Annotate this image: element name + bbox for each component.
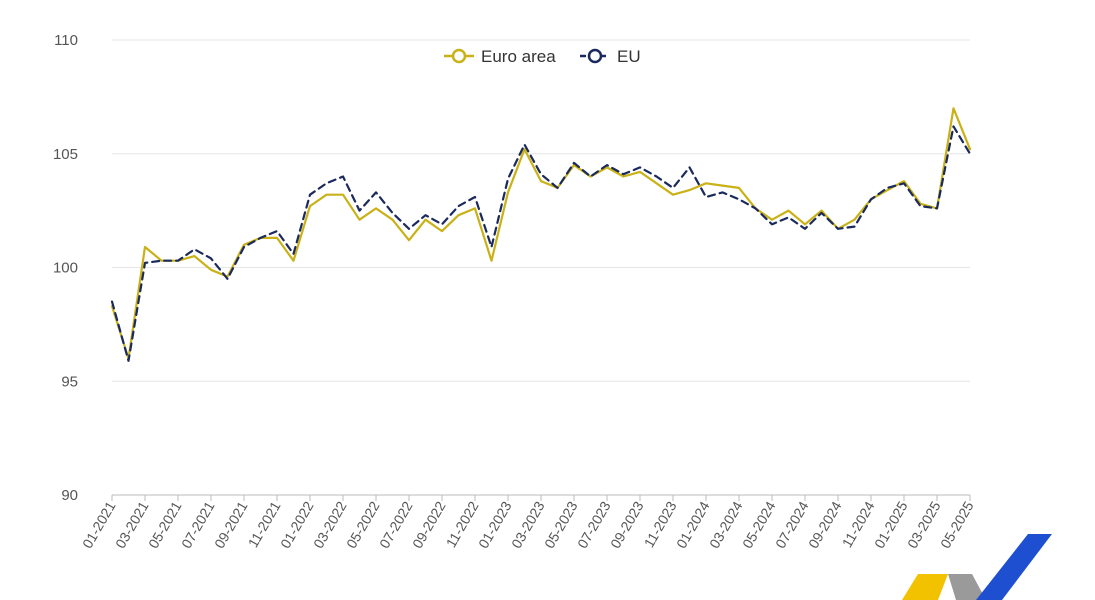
data-point[interactable]	[670, 185, 676, 191]
data-point[interactable]	[357, 217, 363, 223]
data-point[interactable]	[967, 151, 973, 157]
data-point[interactable]	[604, 162, 610, 168]
data-point[interactable]	[373, 189, 379, 195]
data-point[interactable]	[241, 244, 247, 250]
data-point[interactable]	[439, 228, 445, 234]
data-point[interactable]	[687, 164, 693, 170]
y-tick-label: 100	[53, 260, 78, 277]
logo-blue-shape	[976, 534, 1052, 600]
y-tick-label: 110	[54, 32, 78, 49]
series-lines	[109, 105, 973, 364]
data-point[interactable]	[208, 255, 214, 261]
data-point[interactable]	[703, 194, 709, 200]
data-point[interactable]	[406, 226, 412, 232]
legend-item-euro-area[interactable]: Euro area	[444, 47, 556, 66]
data-point[interactable]	[307, 192, 313, 198]
legend-item-eu[interactable]: EU	[580, 47, 641, 66]
data-point[interactable]	[274, 228, 280, 234]
data-point[interactable]	[390, 217, 396, 223]
data-point[interactable]	[703, 180, 709, 186]
data-point[interactable]	[786, 208, 792, 214]
data-point[interactable]	[786, 214, 792, 220]
data-point[interactable]	[505, 176, 511, 182]
data-point[interactable]	[835, 226, 841, 232]
data-point[interactable]	[439, 221, 445, 227]
logo-grey-shape	[948, 574, 986, 600]
data-point[interactable]	[621, 171, 627, 177]
data-point[interactable]	[192, 253, 198, 259]
data-point[interactable]	[258, 235, 264, 241]
data-point[interactable]	[406, 237, 412, 243]
data-point[interactable]	[934, 205, 940, 211]
data-point[interactable]	[687, 187, 693, 193]
data-point[interactable]	[918, 203, 924, 209]
data-point[interactable]	[571, 160, 577, 166]
data-point[interactable]	[489, 244, 495, 250]
data-point[interactable]	[522, 142, 528, 148]
data-point[interactable]	[951, 123, 957, 129]
data-point[interactable]	[868, 196, 874, 202]
series-line-eu[interactable]	[110, 125, 972, 362]
data-point[interactable]	[951, 105, 957, 111]
data-point[interactable]	[291, 251, 297, 257]
data-point[interactable]	[324, 180, 330, 186]
data-point[interactable]	[885, 185, 891, 191]
data-point[interactable]	[538, 178, 544, 184]
data-point[interactable]	[159, 258, 165, 264]
data-point[interactable]	[126, 358, 132, 364]
data-point[interactable]	[208, 267, 214, 273]
data-point[interactable]	[852, 224, 858, 230]
data-point[interactable]	[720, 189, 726, 195]
data-point[interactable]	[390, 210, 396, 216]
data-point[interactable]	[373, 205, 379, 211]
data-point[interactable]	[291, 258, 297, 264]
data-point[interactable]	[588, 174, 594, 180]
data-point[interactable]	[192, 246, 198, 252]
grid-lines	[112, 39, 970, 382]
legend-marker-euro-area	[451, 48, 467, 64]
data-point[interactable]	[819, 210, 825, 216]
data-point[interactable]	[505, 189, 511, 195]
x-axis: 01-202103-202105-202107-202109-202111-20…	[79, 494, 977, 551]
data-point[interactable]	[538, 171, 544, 177]
data-point[interactable]	[654, 180, 660, 186]
brand-logo	[902, 534, 1052, 600]
data-point[interactable]	[736, 196, 742, 202]
data-point[interactable]	[324, 192, 330, 198]
data-point[interactable]	[423, 212, 429, 218]
data-point[interactable]	[456, 212, 462, 218]
data-point[interactable]	[555, 185, 561, 191]
data-point[interactable]	[142, 244, 148, 250]
legend-label-euro-area: Euro area	[481, 47, 556, 66]
data-point[interactable]	[472, 194, 478, 200]
y-tick-label: 105	[53, 146, 78, 163]
data-point[interactable]	[340, 192, 346, 198]
legend-marker-eu	[587, 48, 603, 64]
y-tick-label: 95	[61, 373, 78, 390]
data-point[interactable]	[802, 226, 808, 232]
data-point[interactable]	[109, 299, 115, 305]
y-tick-label: 90	[61, 487, 78, 504]
data-point[interactable]	[175, 258, 181, 264]
data-point[interactable]	[456, 203, 462, 209]
data-point[interactable]	[670, 192, 676, 198]
data-point[interactable]	[753, 205, 759, 211]
data-point[interactable]	[654, 174, 660, 180]
legend-label-eu: EU	[617, 47, 641, 66]
legend[interactable]: Euro area EU	[444, 47, 641, 66]
series-line-euro-area[interactable]	[110, 107, 972, 360]
data-point[interactable]	[142, 260, 148, 266]
data-point[interactable]	[769, 221, 775, 227]
data-point[interactable]	[340, 174, 346, 180]
data-point[interactable]	[225, 276, 231, 282]
data-point[interactable]	[901, 180, 907, 186]
data-point[interactable]	[357, 208, 363, 214]
y-axis: 90 95 100 105 110	[53, 32, 78, 504]
data-point[interactable]	[720, 183, 726, 189]
data-point[interactable]	[637, 164, 643, 170]
logo-yellow-shape	[902, 574, 948, 600]
data-point[interactable]	[489, 258, 495, 264]
data-point[interactable]	[736, 185, 742, 191]
